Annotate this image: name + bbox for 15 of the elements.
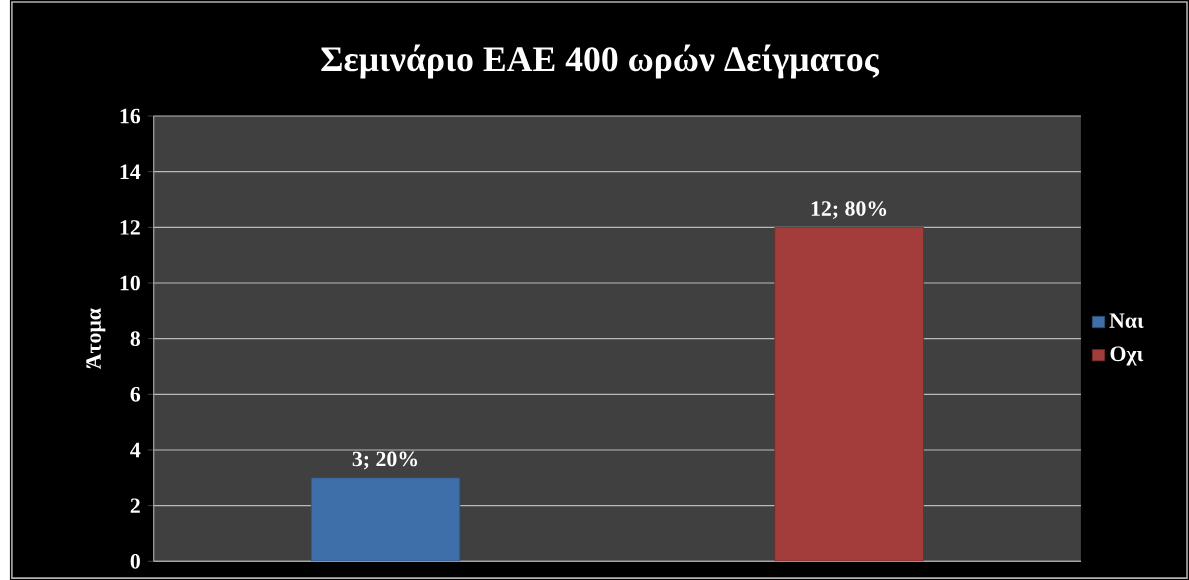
y-tick-label: 0 bbox=[130, 553, 140, 569]
y-tick-label: 8 bbox=[130, 331, 141, 346]
chart-title: Σεμινάριο ΕΑΕ 400 ωρών Δείγματος bbox=[321, 44, 880, 79]
y-tick-label: 2 bbox=[130, 498, 140, 513]
data-label: 12; 80% bbox=[811, 201, 887, 219]
y-tick-label: 14 bbox=[120, 164, 141, 179]
legend-label: Οχι bbox=[1110, 346, 1144, 366]
data-label: 3; 20% bbox=[352, 451, 418, 470]
y-tick-label: 4 bbox=[130, 442, 141, 458]
y-tick-label: 16 bbox=[120, 108, 141, 124]
y-tick-label: 10 bbox=[120, 275, 140, 291]
y-tick-label: 6 bbox=[130, 386, 141, 402]
y-tick-label: 12 bbox=[120, 220, 140, 235]
legend-label: Ναι bbox=[1109, 313, 1144, 328]
y-axis-title: Άτομα bbox=[86, 308, 106, 370]
